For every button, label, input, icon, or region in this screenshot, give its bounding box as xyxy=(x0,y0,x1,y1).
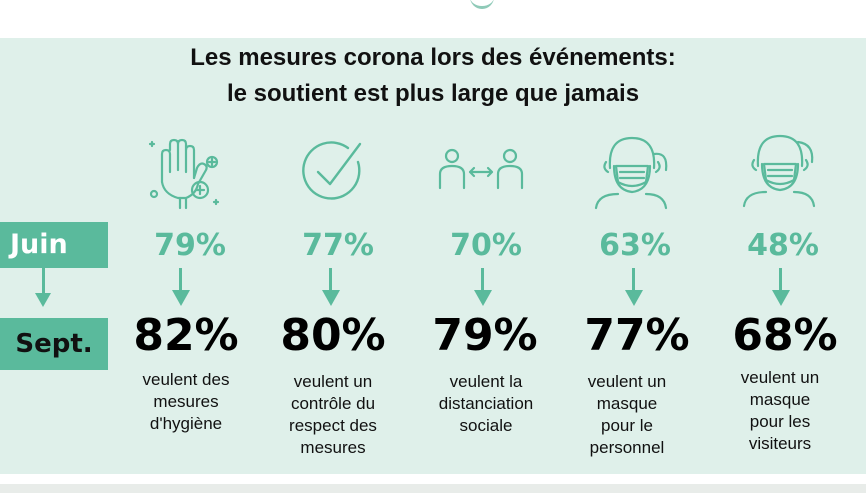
title-line-2: le soutient est plus large que jamais xyxy=(226,80,640,107)
partial-graphic xyxy=(470,0,494,9)
social-distance-icon xyxy=(436,132,526,212)
sept-label: Sept. xyxy=(0,318,108,370)
description-line: veulent la xyxy=(449,372,523,391)
description: veulent la distanciation sociale xyxy=(421,371,551,437)
masked-person-visitor-icon xyxy=(734,132,824,212)
description-line: mesures xyxy=(153,392,219,411)
description-line: veulent des xyxy=(142,370,230,389)
description-line: d'hygiène xyxy=(149,414,223,433)
juin-percent: 79% xyxy=(154,228,226,263)
down-arrow-head xyxy=(625,290,643,306)
masked-person-staff-icon xyxy=(586,132,676,212)
description-line: contrôle du xyxy=(290,394,376,413)
infographic-panel xyxy=(0,38,866,474)
title-line-1: Les mesures corona lors des événements: xyxy=(190,44,676,71)
description-line: masque xyxy=(596,394,658,413)
divider xyxy=(0,484,866,493)
label-arrow-line xyxy=(42,268,45,294)
description-line: pour les xyxy=(749,412,811,431)
down-arrow-line xyxy=(329,268,332,292)
down-arrow-line xyxy=(779,268,782,292)
sept-percent: 79% xyxy=(432,310,538,361)
down-arrow-head xyxy=(172,290,190,306)
juin-label: Juin xyxy=(0,222,108,268)
bottom-strip xyxy=(0,474,866,493)
down-arrow-head xyxy=(474,290,492,306)
down-arrow-head xyxy=(322,290,340,306)
description-line: distanciation xyxy=(438,394,534,413)
checkmark-circle-icon xyxy=(288,132,378,212)
juin-percent: 48% xyxy=(747,228,819,263)
sept-percent: 80% xyxy=(280,310,386,361)
sept-percent: 77% xyxy=(584,310,690,361)
description: veulent un contrôle du respect des mesur… xyxy=(268,371,398,459)
description-line: respect des xyxy=(289,416,377,435)
description: veulent un masque pour les visiteurs xyxy=(715,367,845,455)
description-line: sociale xyxy=(459,416,513,435)
description: veulent un masque pour le personnel xyxy=(562,371,692,459)
description-line: veulent un xyxy=(587,372,667,391)
description-line: visiteurs xyxy=(748,434,812,453)
description-line: mesures xyxy=(300,438,366,457)
description: veulent des mesures d'hygiène xyxy=(121,369,251,435)
juin-percent: 63% xyxy=(599,228,671,263)
description-line: personnel xyxy=(589,438,665,457)
hand-hygiene-icon xyxy=(140,132,230,212)
description-line: pour le xyxy=(601,416,653,435)
sept-percent: 82% xyxy=(133,310,239,361)
down-arrow-line xyxy=(481,268,484,292)
description-line: veulent un xyxy=(740,368,820,387)
down-arrow-head xyxy=(772,290,790,306)
juin-percent: 70% xyxy=(450,228,522,263)
down-arrow-line xyxy=(179,268,182,292)
sept-percent: 68% xyxy=(732,310,838,361)
description-line: veulent un xyxy=(293,372,373,391)
juin-percent: 77% xyxy=(302,228,374,263)
top-strip xyxy=(0,0,866,38)
label-arrow-head xyxy=(35,293,51,307)
down-arrow-line xyxy=(632,268,635,292)
description-line: masque xyxy=(749,390,811,409)
